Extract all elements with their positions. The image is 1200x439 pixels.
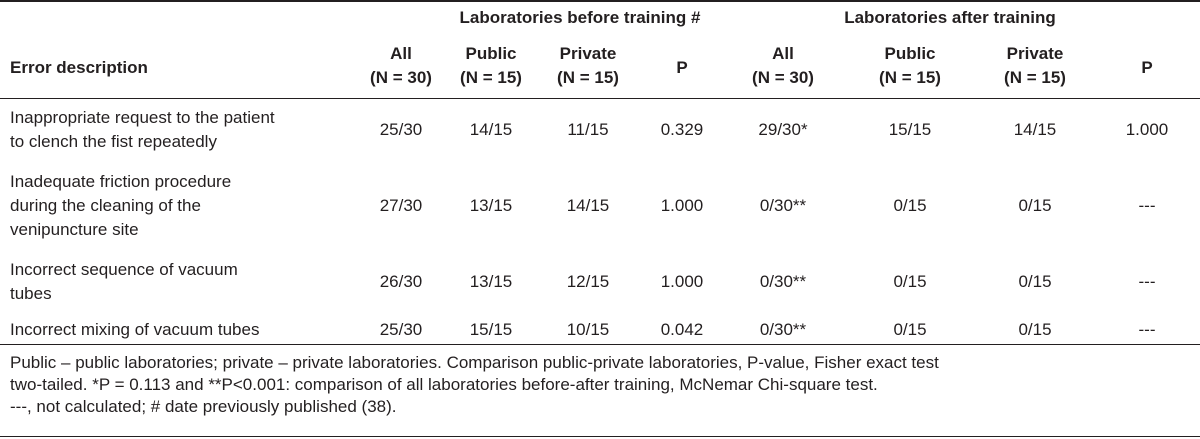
table-cell: 15/15	[888, 120, 932, 139]
footnote-line: Public – public laboratories; private – …	[10, 353, 939, 372]
table-cell: 0/15	[893, 320, 927, 339]
row-description-line: Incorrect sequence of vacuum	[10, 260, 238, 279]
table-cell: 10/15	[566, 320, 610, 339]
table-cell: 0/30**	[759, 196, 807, 215]
table-cell: 0/15	[893, 272, 927, 291]
bottom-rule	[0, 436, 1200, 437]
table-cell: ---	[1138, 196, 1156, 215]
table-cell: 0/15	[893, 196, 927, 215]
footnotes: Public – public laboratories; private – …	[10, 352, 1190, 418]
col-header-n: (N = 15)	[557, 68, 619, 87]
table-cell: 0/30**	[759, 320, 807, 339]
table-cell: 0/15	[1018, 320, 1052, 339]
row-description-line: during the cleaning of the	[10, 196, 201, 215]
table-cell: 26/30	[379, 272, 423, 291]
col-header-n: (N = 15)	[879, 68, 941, 87]
table-cell: ---	[1138, 320, 1156, 339]
row-description-line: to clench the fist repeatedly	[10, 132, 217, 151]
col-header-name: Private	[1006, 44, 1064, 63]
table-cell: 1.000	[660, 196, 704, 215]
col-header-name: All	[390, 44, 412, 63]
table-cell: 12/15	[566, 272, 610, 291]
table-cell: 0.042	[660, 320, 704, 339]
table-cell: ---	[1138, 272, 1156, 291]
row-description-line: venipuncture site	[10, 220, 139, 239]
row-description: Incorrect mixing of vacuum tubes	[10, 318, 259, 342]
footnote-line: ---, not calculated; # date previously p…	[10, 397, 397, 416]
table-cell: 25/30	[379, 320, 423, 339]
group-header-after: Laboratories after training	[844, 8, 1056, 27]
table-cell: 1.000	[660, 272, 704, 291]
table-cell: 0/15	[1018, 272, 1052, 291]
table-cell: 14/15	[1013, 120, 1057, 139]
table-cell: 29/30*	[758, 120, 808, 139]
col-header-n: (N = 30)	[370, 68, 432, 87]
col-header-description: Error description	[10, 58, 148, 77]
col-header-name: P	[676, 58, 688, 77]
col-header-name: Public	[884, 44, 936, 63]
table-cell: 11/15	[567, 120, 609, 139]
col-header-n: (N = 15)	[460, 68, 522, 87]
group-header-before: Laboratories before training #	[459, 8, 701, 27]
col-header-name: Private	[559, 44, 617, 63]
row-description-line: Incorrect mixing of vacuum tubes	[10, 320, 260, 339]
table-cell: 13/15	[469, 272, 513, 291]
table-cell: 0.329	[660, 120, 704, 139]
table-cell: 0/30**	[759, 272, 807, 291]
col-header-n: (N = 30)	[752, 68, 814, 87]
col-header-name: P	[1141, 58, 1153, 77]
table-cell: 13/15	[469, 196, 513, 215]
table-cell: 14/15	[469, 120, 513, 139]
col-header-n: (N = 15)	[1004, 68, 1066, 87]
row-description-line: Inadequate friction procedure	[10, 172, 232, 191]
row-description-line: Inappropriate request to the patient	[10, 108, 275, 127]
table-cell: 27/30	[379, 196, 423, 215]
table-cell: 15/15	[469, 320, 513, 339]
col-header-name: Public	[465, 44, 517, 63]
table-cell: 1.000	[1125, 120, 1169, 139]
table-cell: 14/15	[566, 196, 610, 215]
col-header-name: All	[772, 44, 794, 63]
row-description: Inappropriate request to the patient to c…	[10, 106, 275, 154]
table-cell: 25/30	[379, 120, 423, 139]
top-rule	[0, 0, 1200, 2]
table-cell: 0/15	[1018, 196, 1052, 215]
header-rule	[0, 98, 1200, 99]
row-description: Incorrect sequence of vacuum tubes	[10, 258, 238, 306]
row-description: Inadequate friction procedure during the …	[10, 170, 231, 242]
row-description-line: tubes	[10, 284, 52, 303]
footnote-line: two-tailed. *P = 0.113 and **P<0.001: co…	[10, 375, 878, 394]
body-bottom-rule	[0, 344, 1200, 345]
